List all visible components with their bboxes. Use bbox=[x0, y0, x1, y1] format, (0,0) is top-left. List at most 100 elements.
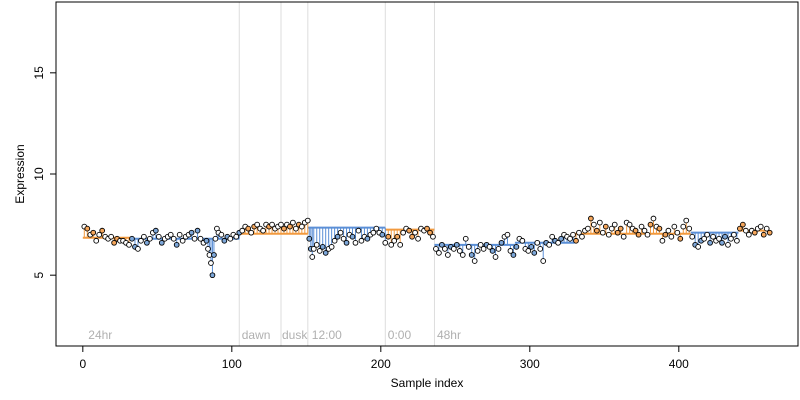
data-point bbox=[152, 227, 159, 234]
data-point bbox=[573, 237, 579, 244]
data-point bbox=[617, 225, 624, 232]
data-point bbox=[644, 231, 651, 238]
data-point bbox=[507, 248, 514, 254]
data-point bbox=[510, 252, 517, 258]
data-point bbox=[298, 223, 305, 230]
data-point bbox=[364, 235, 371, 242]
data-point bbox=[385, 233, 392, 240]
data-point bbox=[135, 246, 141, 252]
y-tick-label: 15 bbox=[32, 66, 46, 80]
data-point bbox=[638, 223, 645, 230]
data-point bbox=[221, 237, 228, 244]
data-point bbox=[498, 239, 505, 246]
data-point bbox=[710, 233, 716, 240]
data-point bbox=[248, 229, 255, 236]
data-point bbox=[608, 225, 615, 232]
region-label: dawn bbox=[242, 328, 271, 342]
data-point bbox=[740, 221, 746, 228]
data-point bbox=[459, 252, 466, 258]
data-point bbox=[439, 241, 445, 248]
y-tick-label: 10 bbox=[32, 167, 46, 181]
data-point bbox=[531, 250, 538, 256]
data-point bbox=[313, 241, 320, 248]
data-point bbox=[191, 235, 198, 242]
data-point bbox=[513, 243, 520, 250]
data-point bbox=[707, 239, 713, 246]
data-point bbox=[662, 231, 669, 238]
data-point bbox=[397, 241, 404, 248]
data-point bbox=[445, 252, 451, 258]
data-point bbox=[591, 221, 597, 228]
data-point bbox=[126, 241, 132, 248]
data-point bbox=[763, 225, 770, 232]
data-point bbox=[415, 235, 421, 242]
data-point bbox=[254, 221, 260, 228]
data-point bbox=[546, 241, 553, 248]
data-point bbox=[605, 231, 612, 238]
data-point bbox=[188, 229, 195, 236]
data-point bbox=[683, 217, 690, 224]
data-point bbox=[725, 241, 731, 248]
data-point bbox=[668, 233, 675, 240]
data-point bbox=[84, 225, 91, 232]
data-point bbox=[728, 235, 734, 242]
data-point bbox=[471, 258, 478, 264]
data-point bbox=[197, 235, 204, 242]
data-point bbox=[737, 225, 743, 232]
data-point bbox=[208, 260, 214, 266]
data-point bbox=[656, 225, 663, 232]
data-point bbox=[489, 248, 496, 254]
data-point bbox=[328, 243, 335, 250]
data-point bbox=[647, 221, 654, 228]
data-point bbox=[388, 241, 395, 248]
data-point bbox=[340, 235, 347, 242]
data-point bbox=[406, 227, 412, 234]
data-point bbox=[689, 233, 696, 240]
data-point bbox=[144, 239, 150, 246]
data-point bbox=[352, 239, 359, 246]
x-tick-label: 400 bbox=[669, 357, 689, 371]
data-point bbox=[453, 241, 460, 248]
data-point bbox=[650, 215, 657, 222]
data-point bbox=[540, 258, 547, 264]
data-point bbox=[436, 250, 442, 256]
y-axis-title: Expression bbox=[13, 144, 27, 203]
data-point bbox=[167, 231, 174, 238]
data-point bbox=[659, 237, 666, 244]
data-point bbox=[433, 246, 439, 252]
data-point bbox=[549, 233, 556, 240]
data-point bbox=[358, 237, 365, 244]
y-tick-label: 5 bbox=[32, 272, 46, 279]
data-point bbox=[111, 239, 117, 246]
data-point bbox=[322, 250, 329, 256]
data-point bbox=[576, 229, 582, 236]
data-point bbox=[665, 227, 672, 234]
data-point bbox=[495, 246, 502, 252]
data-point bbox=[626, 221, 633, 228]
data-point bbox=[337, 229, 344, 236]
data-point bbox=[391, 237, 398, 244]
data-point bbox=[611, 221, 618, 228]
data-point bbox=[158, 239, 165, 246]
region-label: 12:00 bbox=[312, 328, 342, 342]
data-point bbox=[290, 219, 296, 226]
data-point bbox=[567, 235, 573, 242]
data-point bbox=[677, 235, 684, 242]
data-point bbox=[534, 239, 541, 246]
data-point bbox=[239, 227, 246, 234]
data-point bbox=[281, 225, 287, 232]
data-point bbox=[641, 227, 648, 234]
data-point bbox=[211, 252, 217, 258]
data-point bbox=[96, 231, 103, 238]
data-point bbox=[599, 229, 606, 236]
data-point bbox=[519, 237, 526, 244]
data-point bbox=[594, 227, 600, 234]
data-point bbox=[465, 243, 472, 250]
data-point bbox=[766, 229, 773, 236]
data-point bbox=[477, 241, 484, 248]
data-point bbox=[304, 217, 311, 224]
data-point bbox=[579, 233, 585, 240]
data-point bbox=[212, 235, 219, 242]
points-layer bbox=[81, 215, 773, 279]
x-tick-label: 100 bbox=[222, 357, 242, 371]
